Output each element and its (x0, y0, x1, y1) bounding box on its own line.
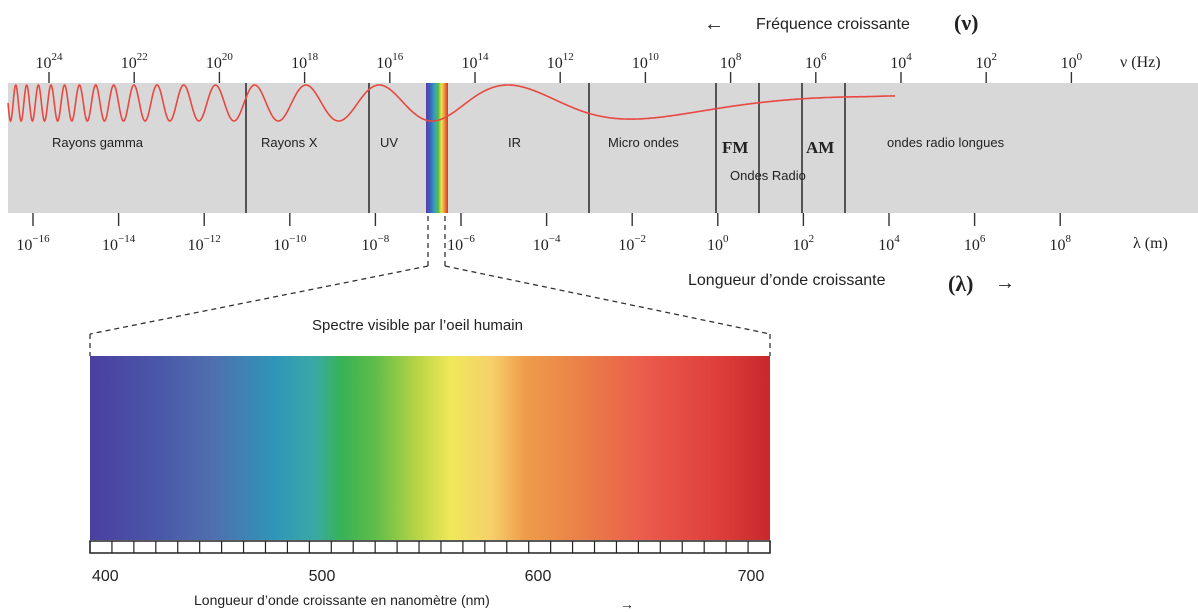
frequency-tick-label: 1022 (121, 51, 148, 72)
wavelength-axis-title: Longueur d’onde croissante (688, 272, 886, 289)
wavelength-tick-label: 10−2 (618, 233, 646, 254)
wavelength-title-group: Longueur d’onde croissante (λ) → (688, 271, 1015, 296)
wavelength-tick-label: 10−14 (102, 233, 136, 254)
region-label-uv: UV (380, 135, 398, 150)
zoom-line-left-lower (89, 265, 429, 335)
wavelength-tick-label: 10−12 (188, 233, 221, 254)
region-labels: Rayons gamma Rayons X UV IR Micro ondes … (52, 135, 1005, 183)
frequency-tick-label: 102 (975, 51, 997, 72)
wavelength-tick-label: 102 (793, 233, 815, 254)
visible-strip (426, 83, 448, 213)
visible-axis-title: Longueur d’onde croissante en nanomètre … (194, 592, 490, 608)
region-label-gamma: Rayons gamma (52, 135, 144, 150)
zoom-line-right-lower (444, 265, 771, 335)
wavelength-tick-label: 106 (964, 233, 986, 254)
frequency-tick-label: 1010 (632, 51, 660, 72)
frequency-tick-label: 1012 (547, 51, 574, 72)
frequency-tick-label: 108 (720, 51, 742, 72)
frequency-title-group: ← Fréquence croissante (ν) (704, 10, 978, 35)
visible-tick-labels: 400 500 600 700 (92, 568, 764, 585)
wavelength-tick-label: 10−10 (273, 233, 307, 254)
visible-tick-label-500: 500 (309, 568, 336, 585)
spectrum-band (8, 83, 1198, 213)
frequency-tick-label: 1016 (376, 51, 404, 72)
frequency-tick-label: 1020 (206, 51, 234, 72)
wavelength-tick-label: 10−16 (16, 233, 50, 254)
region-label-xray: Rayons X (261, 135, 318, 150)
frequency-axis-symbol: (ν) (954, 10, 978, 35)
frequency-unit-label: ν (Hz) (1120, 54, 1161, 71)
wave-curve (7, 83, 895, 123)
frequency-tick-label: 106 (805, 51, 827, 72)
frequency-tick-label: 1024 (36, 51, 64, 72)
visible-axis-arrow-icon: → (620, 596, 634, 612)
frequency-tick-label: 100 (1061, 51, 1083, 72)
wavelength-tick-label: 108 (1049, 233, 1071, 254)
visible-ruler (89, 540, 771, 554)
wavelength-tick-label: 100 (707, 233, 729, 254)
region-label-long: ondes radio longues (887, 135, 1005, 150)
region-label-fm: FM (722, 138, 748, 157)
wavelength-axis-symbol: (λ) (948, 271, 973, 296)
wavelength-tick-label: 10−4 (533, 233, 561, 254)
visible-spectrum-title: Spectre visible par l’oeil humain (312, 317, 523, 334)
visible-tick-label-700: 700 (738, 568, 765, 585)
right-arrow-icon: → (995, 272, 1015, 294)
region-separators (245, 83, 846, 213)
visible-tick-label-400: 400 (92, 568, 119, 585)
left-arrow-icon: ← (704, 13, 724, 35)
region-label-am: AM (806, 138, 834, 157)
frequency-tick-label: 104 (890, 51, 912, 72)
wavelength-tick-label: 10−6 (447, 233, 475, 254)
frequency-axis-title: Fréquence croissante (756, 16, 910, 33)
visible-spectrum (90, 356, 770, 540)
frequency-ticks: 1024 1022 1020 1018 1016 1014 1012 1010 108 106 10… (36, 51, 1083, 83)
region-label-radio: Ondes Radio (730, 168, 806, 183)
wavelength-unit-label: λ (m) (1133, 235, 1168, 252)
wavelength-tick-label: 10−8 (362, 233, 390, 254)
wavelength-ticks: 10−16 10−14 10−12 10−10 10−8 10−6 10−4 10−2 100 1… (16, 213, 1071, 254)
ruler-ticks (89, 541, 771, 553)
region-label-micro: Micro ondes (608, 135, 679, 150)
frequency-tick-label: 1018 (291, 51, 319, 72)
region-label-ir: IR (508, 135, 521, 150)
frequency-tick-label: 1014 (462, 51, 490, 72)
wavelength-tick-label: 104 (878, 233, 900, 254)
visible-tick-label-600: 600 (525, 568, 552, 585)
zoom-lines (89, 216, 771, 356)
